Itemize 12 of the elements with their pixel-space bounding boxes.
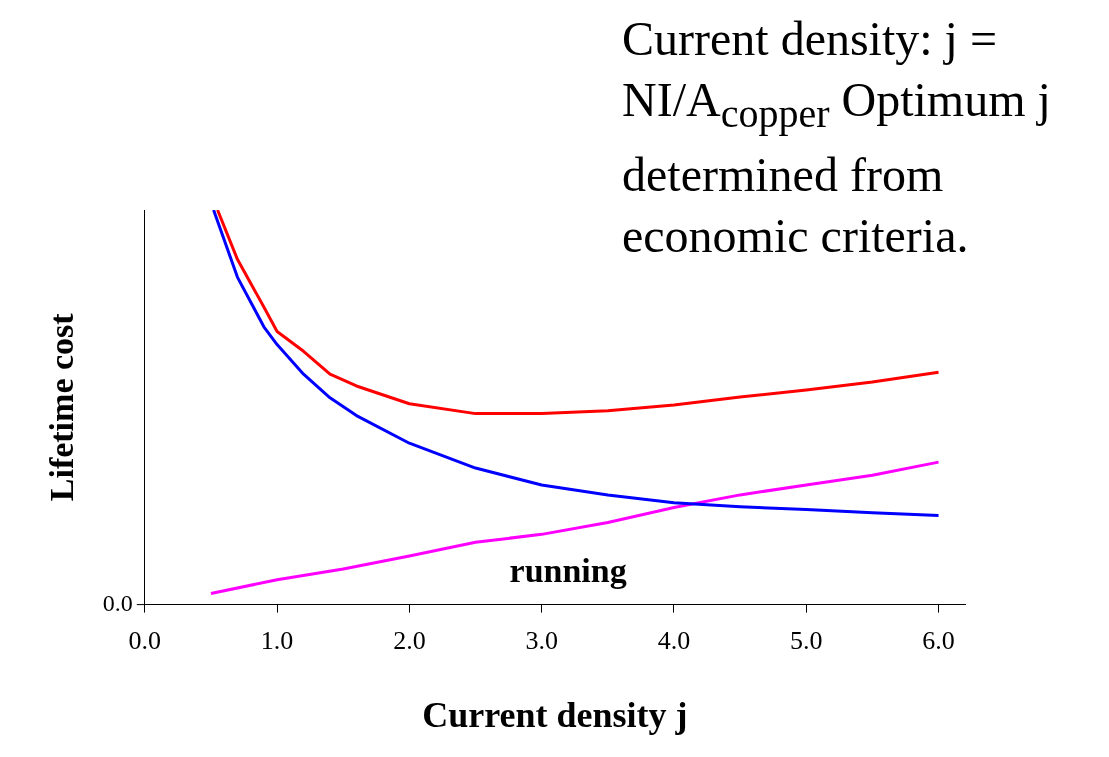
x-tick-label: 4.0 [657, 626, 691, 656]
chart-title: Current density: j = NI/A$_{copper}$ Optimum j determined from economic criteria. [622, 11, 1052, 264]
x-tick-label: 2.0 [393, 626, 426, 656]
x-axis-title: Current density j [422, 694, 688, 735]
x-tick-label: 1.0 [260, 626, 294, 656]
y-axis-title: Lifetime cost [43, 312, 81, 502]
x-tick-label: 6.0 [922, 626, 955, 656]
text: 0.0 [102, 589, 133, 616]
annotation: running [509, 551, 627, 589]
x-tick-label: 3.0 [525, 626, 558, 656]
x-tick-label: 5.0 [790, 626, 823, 656]
x-tick-label: 0.0 [128, 626, 162, 656]
